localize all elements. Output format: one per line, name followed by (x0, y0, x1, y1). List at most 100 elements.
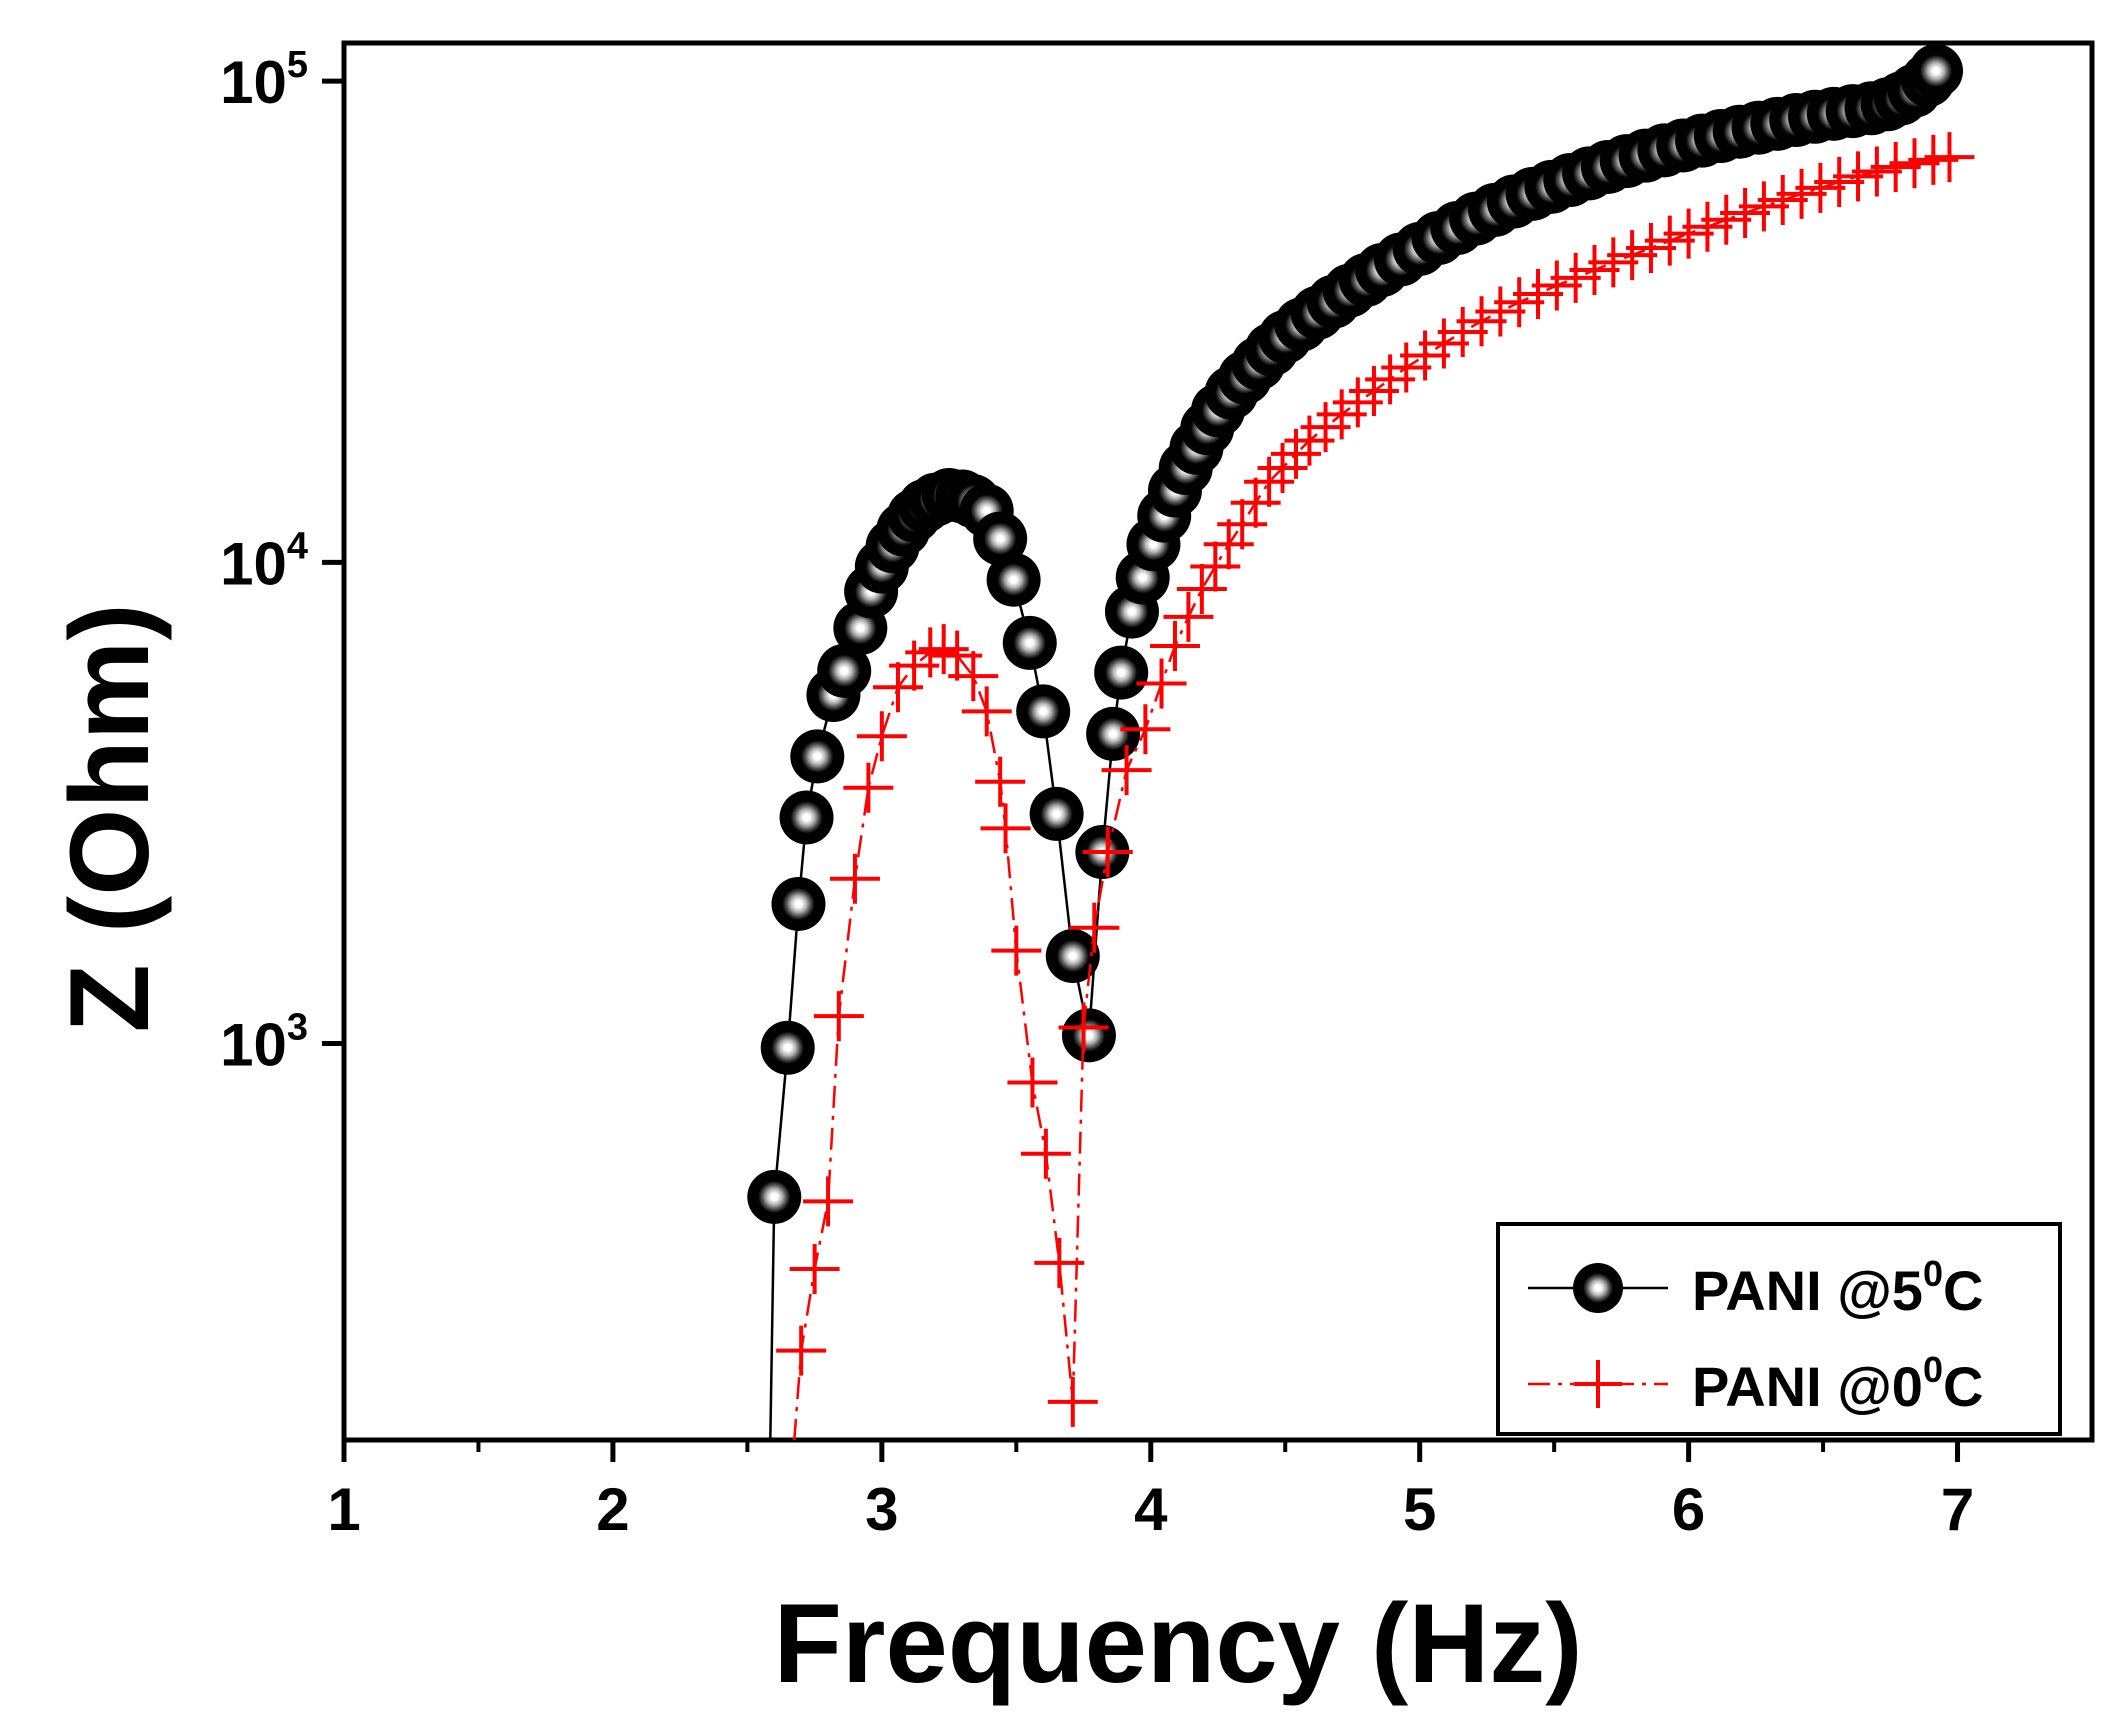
data-point-series-2 (1217, 499, 1268, 550)
data-point-series-2 (1020, 1128, 1071, 1179)
data-point-series-2 (1007, 1057, 1058, 1108)
data-point-series-1 (771, 876, 826, 931)
data-point-series-2 (1550, 252, 1601, 303)
data-point-series-2 (789, 1243, 840, 1294)
data-point-series-2 (1381, 342, 1432, 393)
data-point-series-2 (813, 991, 864, 1042)
legend-marker-series-1 (1573, 1263, 1623, 1313)
y-tick-label: 104 (220, 525, 308, 597)
data-point-series-2 (1776, 168, 1827, 219)
legend: PANI @50C PANI @00C (1496, 1222, 2062, 1436)
x-tick-label: 6 (1672, 1476, 1705, 1543)
data-point-series-2 (1456, 296, 1507, 347)
data-point-series-2 (1082, 827, 1133, 878)
data-point-series-2 (843, 762, 894, 813)
data-point-series-2 (1924, 132, 1975, 183)
data-point-series-2 (1257, 443, 1308, 494)
data-point-series-2 (1244, 456, 1295, 507)
x-tick-label: 5 (1403, 1476, 1436, 1543)
y-tick-label: 105 (220, 44, 308, 116)
data-point-series-1 (1045, 929, 1100, 984)
data-point-series-2 (1034, 1237, 1085, 1288)
data-point-series-2 (975, 756, 1026, 807)
data-point-series-2 (1270, 428, 1321, 479)
data-point-series-2 (918, 624, 969, 675)
data-point-series-2 (1833, 151, 1884, 202)
data-point-series-1 (1094, 645, 1149, 700)
legend-label-series-2-suffix: C (1943, 1355, 1983, 1418)
data-point-series-1 (742, 1498, 796, 1552)
legend-label-series-1-suffix: C (1943, 1259, 1983, 1322)
data-point-series-2 (1475, 286, 1526, 337)
data-point-series-2 (1757, 175, 1808, 226)
data-point-series-2 (1588, 237, 1639, 288)
legend-box (1496, 1222, 2062, 1436)
data-point-series-2 (1120, 704, 1171, 755)
legend-label-series-1-name: PANI @5 (1692, 1259, 1923, 1322)
x-axis: 1 2 3 4 5 6 7 (327, 1440, 1974, 1543)
x-tick-label: 4 (1134, 1476, 1168, 1543)
data-point-series-2 (1682, 201, 1733, 252)
data-point-series-2 (1494, 277, 1545, 328)
data-point-series-2 (1163, 591, 1214, 642)
data-point-series-1 (790, 729, 845, 784)
data-point-series-1 (1016, 684, 1071, 739)
data-point-series-2 (1607, 230, 1658, 281)
y-axis: 103 104 105 (220, 44, 344, 1079)
data-point-series-2 (1400, 330, 1451, 381)
data-point-series-1 (760, 1020, 815, 1075)
data-point-series-2 (1136, 658, 1187, 709)
data-point-series-1 (973, 511, 1028, 566)
data-point-series-1 (747, 1169, 802, 1224)
y-tick-label: 103 (220, 1007, 308, 1079)
data-point-series-2 (905, 627, 956, 678)
data-point-series-2 (1738, 181, 1789, 232)
data-point-series-1 (986, 552, 1041, 607)
x-tick-label: 3 (865, 1476, 898, 1543)
y-axis-title: Z (Ohm) (47, 603, 172, 1032)
plot-frame (341, 40, 2095, 1443)
x-tick-label: 7 (1941, 1476, 1974, 1543)
data-point-series-2 (763, 1500, 813, 1550)
data-point-series-2 (1814, 157, 1865, 208)
series-layer (742, 43, 1975, 1552)
legend-label-series-1: PANI @50C (1692, 1253, 1983, 1322)
data-point-series-1 (1029, 786, 1084, 841)
data-point-series-1 (779, 790, 834, 845)
data-point-series-1 (1086, 706, 1141, 761)
x-axis-title: Frequency (Hz) (774, 1581, 1583, 1706)
data-point-series-2 (948, 651, 999, 702)
x-tick-label: 2 (596, 1476, 629, 1543)
data-point-series-2 (1047, 1376, 1098, 1427)
legend-label-series-1-sup: 0 (1923, 1253, 1943, 1294)
data-point-series-2 (1230, 477, 1281, 528)
data-point-series-2 (1889, 138, 1940, 189)
data-point-series-2 (1663, 208, 1714, 259)
data-point-series-2 (1069, 902, 1120, 953)
data-point-series-2 (1418, 318, 1469, 369)
data-point-series-2 (1701, 194, 1752, 245)
data-point-series-1 (1061, 1008, 1116, 1063)
legend-label-series-2-sup: 0 (1923, 1349, 1943, 1390)
data-point-series-2 (856, 711, 907, 762)
data-point-series-2 (1795, 162, 1846, 213)
data-point-series-1 (1909, 43, 1964, 98)
data-point-series-2 (1437, 307, 1488, 358)
data-point-series-2 (1190, 541, 1241, 592)
data-point-series-2 (1513, 269, 1564, 320)
data-point-series-2 (1203, 519, 1254, 570)
data-point-series-2 (1625, 222, 1676, 273)
x-tick-label: 1 (327, 1476, 360, 1543)
data-point-series-2 (1644, 215, 1695, 266)
data-point-series-2 (1851, 146, 1902, 197)
data-point-series-2 (1569, 245, 1620, 296)
data-point-series-2 (980, 803, 1031, 854)
legend-marker-series-2 (1574, 1360, 1622, 1408)
data-point-series-2 (961, 686, 1012, 737)
data-point-series-2 (803, 1176, 854, 1227)
data-point-series-1 (817, 643, 872, 698)
data-point-series-2 (1870, 141, 1921, 192)
data-point-series-2 (1149, 621, 1200, 672)
data-point-series-2 (1101, 745, 1152, 796)
